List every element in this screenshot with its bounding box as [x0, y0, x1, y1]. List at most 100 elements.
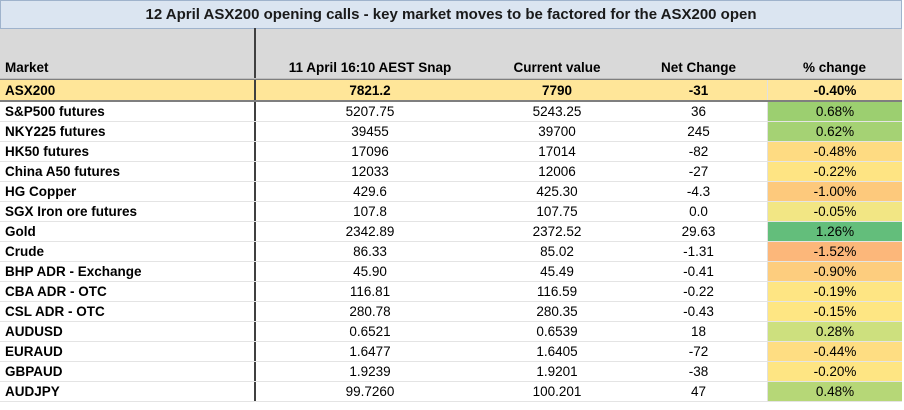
- cell-current-value: 1.9201: [536, 364, 578, 379]
- cell-snap: 116.81: [349, 284, 391, 299]
- cell-snap: 429.6: [353, 184, 387, 199]
- cell-market: AUDJPY: [0, 382, 256, 401]
- cell-percent-change: -0.90%: [767, 262, 902, 281]
- table-row: HK50 futures 17096 17014 -82 -0.48%: [0, 142, 902, 162]
- table-row: BHP ADR - Exchange 45.90 45.49 -0.41 -0.90%: [0, 262, 902, 282]
- cell-net-change: -82: [688, 144, 709, 159]
- cell-current-value: 1.6405: [536, 344, 578, 359]
- cell-snap: 280.78: [349, 304, 391, 319]
- table-row: CSL ADR - OTC 280.78 280.35 -0.43 -0.15%: [0, 302, 902, 322]
- cell-current-value: 85.02: [540, 244, 574, 259]
- cell-market: NKY225 futures: [0, 122, 256, 141]
- cell-market: Gold: [0, 222, 256, 241]
- table-row: SGX Iron ore futures 107.8 107.75 0.0 -0.05%: [0, 202, 902, 222]
- table-row: AUDUSD 0.6521 0.6539 18 0.28%: [0, 322, 902, 342]
- header-current-value: Current value: [513, 60, 601, 75]
- cell-current-value: 2372.52: [532, 224, 582, 239]
- cell-snap: 1.6477: [349, 344, 391, 359]
- cell-market: GBPAUD: [0, 362, 256, 381]
- cell-percent-change: 0.68%: [767, 102, 902, 121]
- header-net-change: Net Change: [660, 60, 736, 75]
- cell-net-change: -27: [688, 164, 709, 179]
- cell-snap: 0.6521: [349, 324, 391, 339]
- cell-snap: 17096: [351, 144, 389, 159]
- cell-percent-change: 0.62%: [767, 122, 902, 141]
- cell-current-value: 17014: [538, 144, 576, 159]
- cell-snap: 2342.89: [345, 224, 395, 239]
- cell-market: CSL ADR - OTC: [0, 302, 256, 321]
- cell-percent-change: 0.48%: [767, 382, 902, 401]
- cell-current-value: 116.59: [536, 284, 578, 299]
- cell-percent-change: -0.48%: [767, 142, 902, 161]
- table-row: GBPAUD 1.9239 1.9201 -38 -0.20%: [0, 362, 902, 382]
- cell-net-change: -0.41: [683, 264, 714, 279]
- cell-market: CBA ADR - OTC: [0, 282, 256, 301]
- table-row: HG Copper 429.6 425.30 -4.3 -1.00%: [0, 182, 902, 202]
- cell-snap: 7821.2: [349, 82, 391, 98]
- cell-snap: 99.7260: [345, 384, 395, 399]
- cell-snap: 1.9239: [349, 364, 391, 379]
- cell-net-change: 47: [690, 384, 707, 399]
- cell-net-change: 18: [690, 324, 707, 339]
- cell-net-change: -1.31: [683, 244, 714, 259]
- cell-snap: 45.90: [353, 264, 387, 279]
- cell-market: HK50 futures: [0, 142, 256, 161]
- cell-market: EURAUD: [0, 342, 256, 361]
- header-market: Market: [0, 28, 256, 78]
- table-row: Gold 2342.89 2372.52 29.63 1.26%: [0, 222, 902, 242]
- table-row: EURAUD 1.6477 1.6405 -72 -0.44%: [0, 342, 902, 362]
- cell-current-value: 12006: [538, 164, 576, 179]
- cell-market: S&P500 futures: [0, 102, 256, 121]
- cell-percent-change: -0.40%: [767, 80, 902, 100]
- cell-net-change: -0.43: [683, 304, 714, 319]
- cell-current-value: 7790: [541, 82, 573, 98]
- cell-market: China A50 futures: [0, 162, 256, 181]
- cell-current-value: 5243.25: [532, 104, 582, 119]
- cell-snap: 5207.75: [345, 104, 395, 119]
- cell-current-value: 39700: [538, 124, 576, 139]
- cell-current-value: 45.49: [540, 264, 574, 279]
- cell-net-change: -38: [688, 364, 709, 379]
- cell-snap: 12033: [351, 164, 389, 179]
- table-row: Crude 86.33 85.02 -1.31 -1.52%: [0, 242, 902, 262]
- cell-percent-change: 0.28%: [767, 322, 902, 341]
- cell-market: SGX Iron ore futures: [0, 202, 256, 221]
- header-row: Market 11 April 16:10 AEST Snap Current …: [0, 28, 902, 79]
- cell-snap: 86.33: [353, 244, 387, 259]
- cell-net-change: 0.0: [689, 204, 708, 219]
- cell-market: HG Copper: [0, 182, 256, 201]
- cell-current-value: 107.75: [536, 204, 578, 219]
- table-row-asx200: ASX200 7821.2 7790 -31 -0.40%: [0, 79, 902, 102]
- cell-net-change: -4.3: [686, 184, 711, 199]
- header-snap: 11 April 16:10 AEST Snap: [288, 60, 452, 75]
- cell-snap: 107.8: [353, 204, 387, 219]
- cell-percent-change: -0.19%: [767, 282, 902, 301]
- header-percent-change: % change: [802, 60, 867, 75]
- cell-percent-change: -0.22%: [767, 162, 902, 181]
- table-row: China A50 futures 12033 12006 -27 -0.22%: [0, 162, 902, 182]
- cell-percent-change: -0.44%: [767, 342, 902, 361]
- cell-percent-change: -0.20%: [767, 362, 902, 381]
- cell-percent-change: -0.05%: [767, 202, 902, 221]
- cell-percent-change: 1.26%: [767, 222, 902, 241]
- table-body: ASX200 7821.2 7790 -31 -0.40% S&P500 fut…: [0, 79, 902, 402]
- cell-current-value: 0.6539: [536, 324, 578, 339]
- sheet-title: 12 April ASX200 opening calls - key mark…: [0, 0, 902, 29]
- table-row: CBA ADR - OTC 116.81 116.59 -0.22 -0.19%: [0, 282, 902, 302]
- cell-percent-change: -1.52%: [767, 242, 902, 261]
- cell-market: BHP ADR - Exchange: [0, 262, 256, 281]
- cell-current-value: 100.201: [532, 384, 582, 399]
- cell-net-change: 29.63: [681, 224, 716, 239]
- cell-current-value: 425.30: [536, 184, 578, 199]
- cell-net-change: 245: [687, 124, 710, 139]
- cell-net-change: -0.22: [683, 284, 714, 299]
- cell-market: ASX200: [0, 80, 256, 100]
- cell-net-change: 36: [690, 104, 707, 119]
- cell-percent-change: -0.15%: [767, 302, 902, 321]
- cell-market: AUDUSD: [0, 322, 256, 341]
- cell-percent-change: -1.00%: [767, 182, 902, 201]
- cell-net-change: -72: [688, 344, 709, 359]
- cell-market: Crude: [0, 242, 256, 261]
- cell-snap: 39455: [351, 124, 389, 139]
